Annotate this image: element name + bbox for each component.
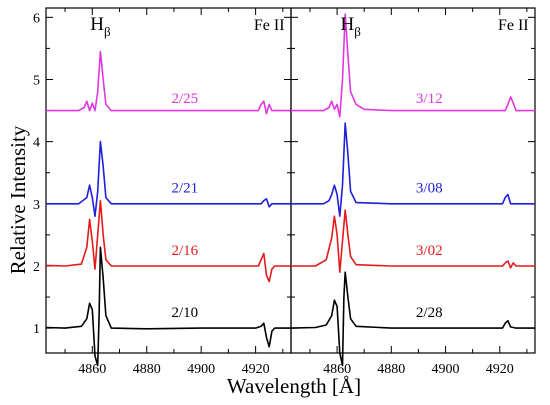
fe-ii-label: Fe II: [498, 17, 529, 34]
series-label: 2/10: [171, 305, 198, 321]
series-label: 2/21: [171, 181, 198, 197]
series-line-2-21: [46, 140, 291, 217]
series-label: 3/08: [416, 181, 443, 197]
line-label-text: Fe II: [498, 17, 529, 34]
plot-frame: [45, 7, 292, 354]
y-axis-label: Relative Intensity: [6, 125, 30, 274]
x-tick-label: 4880: [133, 362, 161, 377]
x-tick-label: 4920: [486, 362, 514, 377]
panel-2: 4860 4880 4900 4920 2/28 3/02 3/08 3/12 Hβ Fe II: [290, 7, 536, 377]
panels: 4860 4880 4900 4920 1 2 3 4 5 6 2/10 2/16 2/21 2/25 Hβ…: [33, 7, 536, 377]
line-label-subscript: β: [354, 24, 361, 39]
x-tick-label: 4920: [242, 362, 270, 377]
fe-ii-label: Fe II: [254, 17, 285, 34]
y-tick-label: 6: [33, 11, 40, 26]
h-beta-label: Hβ: [90, 14, 111, 39]
x-axis-label: Wavelength [Å]: [227, 374, 361, 398]
x-tick-label: 4900: [187, 362, 215, 377]
series-line-2-28: [290, 271, 535, 367]
panel-1: 4860 4880 4900 4920 1 2 3 4 5 6 2/10 2/16 2/21 2/25 Hβ…: [33, 7, 292, 377]
series-label: 3/02: [416, 243, 443, 259]
y-tick-label: 2: [33, 260, 40, 275]
series-line-2-16: [45, 199, 291, 283]
series-label: 2/28: [416, 305, 443, 321]
series-line-3-02: [291, 209, 535, 273]
y-tick-label: 5: [33, 73, 40, 88]
line-label-text: H: [340, 14, 354, 35]
x-tick-label: 4900: [432, 362, 460, 377]
series-label: 3/12: [416, 91, 443, 107]
plot-frame: [290, 7, 536, 354]
x-tick-label: 4860: [78, 362, 106, 377]
h-beta-label: Hβ: [340, 14, 361, 39]
series-label: 2/16: [171, 243, 198, 259]
series-line-3-08: [291, 122, 535, 217]
y-tick-label: 1: [33, 322, 40, 337]
line-label-text: H: [90, 14, 104, 35]
series-line-3-12: [291, 13, 535, 118]
line-label-subscript: β: [104, 24, 111, 39]
series-label: 2/25: [171, 91, 198, 107]
y-tick-label: 3: [33, 198, 40, 213]
series-line-2-25: [46, 50, 291, 115]
line-label-text: Fe II: [254, 17, 285, 34]
series-line-2-10: [45, 246, 291, 367]
x-tick-label: 4880: [377, 362, 405, 377]
x-tick-label: 4860: [323, 362, 351, 377]
y-tick-label: 4: [33, 136, 40, 151]
